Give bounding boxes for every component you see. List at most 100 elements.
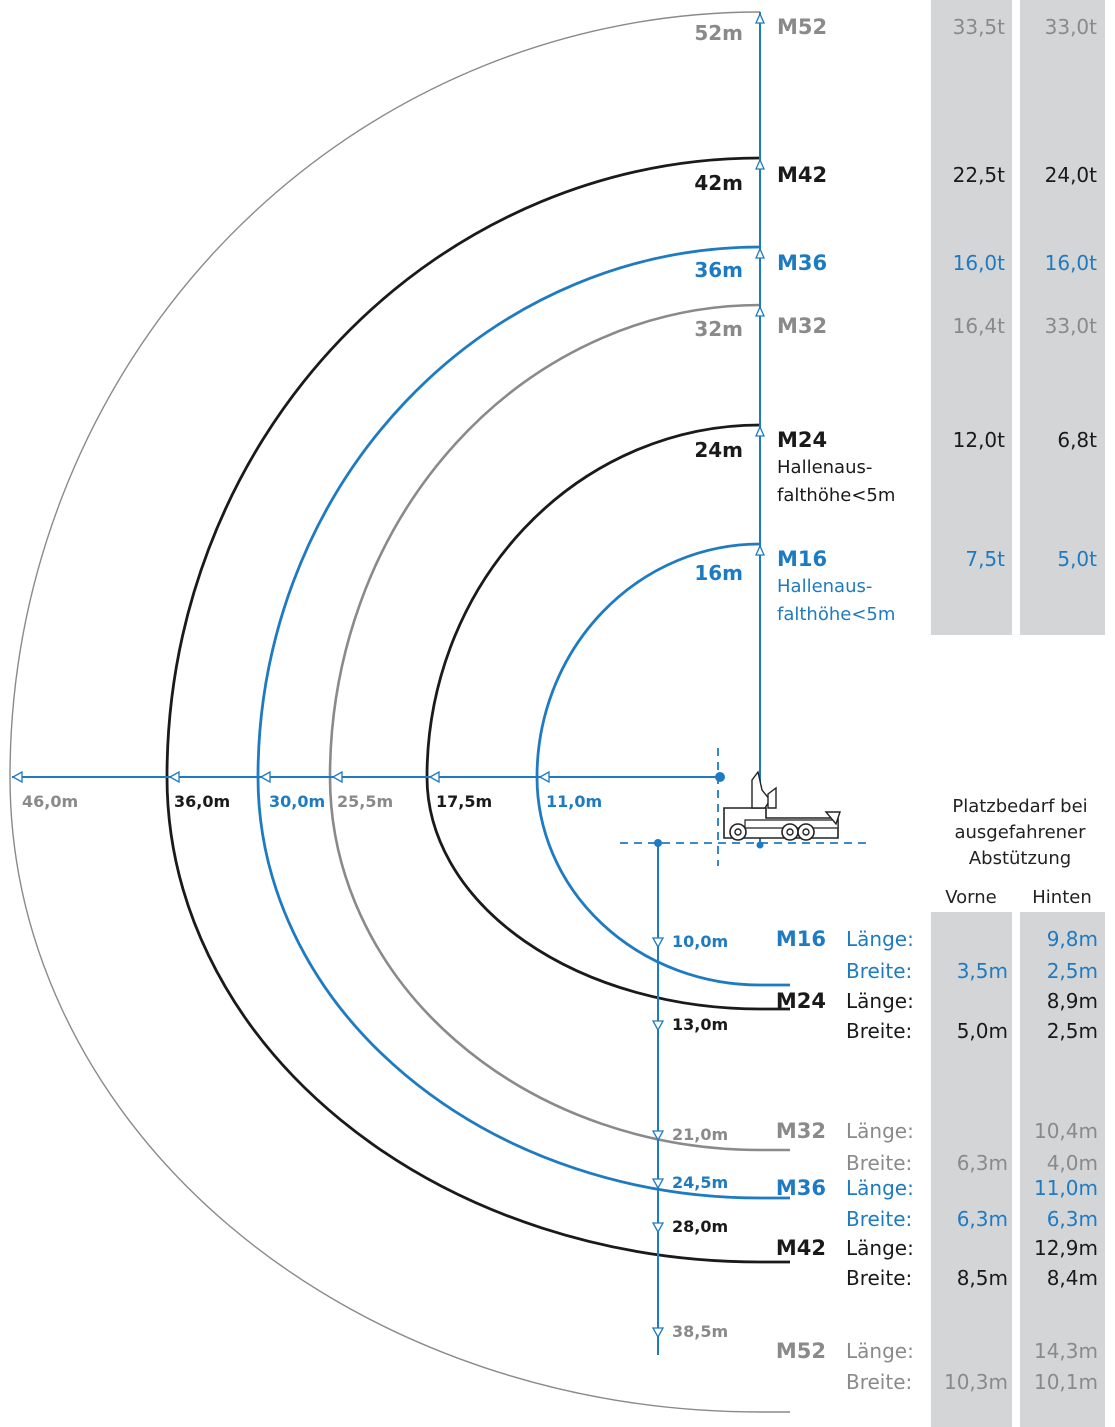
outrigger-width-front-m32: 6,3m bbox=[957, 1151, 1008, 1175]
outrigger-width-label-m16: Breite: bbox=[846, 959, 912, 983]
reach-arrow-m36 bbox=[259, 770, 271, 784]
depth-label-m32: 21,0m bbox=[672, 1125, 728, 1144]
load-panel-back bbox=[1020, 0, 1105, 635]
outrigger-title-1: Platzbedarf bei bbox=[952, 796, 1087, 817]
outrigger-model-m32: M32 bbox=[776, 1119, 826, 1143]
reach-label-m16: 11,0m bbox=[546, 792, 602, 811]
load-front-m42: 22,5t bbox=[953, 163, 1006, 187]
load-table-panels bbox=[931, 0, 1105, 1427]
truck-hub-2 bbox=[786, 828, 794, 836]
load-back-m52: 33,0t bbox=[1045, 15, 1098, 39]
load-front-m36: 16,0t bbox=[953, 251, 1006, 275]
working-range-arcs bbox=[9, 11, 790, 1413]
outrigger-length-back-m36: 11,0m bbox=[1034, 1176, 1098, 1200]
load-front-m52: 33,5t bbox=[953, 15, 1006, 39]
truck-hub-1 bbox=[734, 828, 742, 836]
outrigger-length-label-m42: Länge: bbox=[846, 1236, 914, 1260]
arc-m16 bbox=[535, 542, 790, 987]
reach-arrow-m52 bbox=[11, 770, 23, 784]
outrigger-width-back-m42: 8,4m bbox=[1047, 1266, 1098, 1290]
depth-label-m42: 28,0m bbox=[672, 1217, 728, 1236]
depth-label-m36: 24,5m bbox=[672, 1173, 728, 1192]
outrigger-width-label-m42: Breite: bbox=[846, 1266, 912, 1290]
depth-arrow-m36 bbox=[651, 1178, 665, 1190]
depth-arrow-m52 bbox=[651, 1327, 665, 1339]
diagram-labels: 16m M16 Hallenaus-falthöhe<5m 7,5t 5,0t 11,0m… bbox=[22, 15, 1098, 1394]
column-front-label: Vorne bbox=[945, 887, 997, 908]
height-label-m16: 16m bbox=[694, 561, 743, 585]
outrigger-length-label-m52: Länge: bbox=[846, 1339, 914, 1363]
outrigger-width-back-m32: 4,0m bbox=[1047, 1151, 1098, 1175]
measurement-axes bbox=[11, 12, 870, 1355]
outrigger-length-back-m52: 14,3m bbox=[1034, 1339, 1098, 1363]
height-label-m24: 24m bbox=[694, 438, 743, 462]
outrigger-length-label-m36: Länge: bbox=[846, 1176, 914, 1200]
depth-label-m52: 38,5m bbox=[672, 1322, 728, 1341]
load-back-m16: 5,0t bbox=[1057, 547, 1097, 571]
load-panel-front bbox=[931, 0, 1012, 635]
outrigger-length-back-m24: 8,9m bbox=[1047, 989, 1098, 1013]
reach-arrow-m24 bbox=[428, 770, 440, 784]
depth-arrow-m42 bbox=[651, 1222, 665, 1234]
outrigger-width-back-m36: 6,3m bbox=[1047, 1207, 1098, 1231]
outrigger-length-label-m24: Länge: bbox=[846, 989, 914, 1013]
reach-origin-dot bbox=[715, 772, 725, 782]
outrigger-title-3: Abstützung bbox=[969, 848, 1071, 869]
height-arrow-m24 bbox=[754, 425, 766, 437]
outrigger-width-back-m24: 2,5m bbox=[1047, 1019, 1098, 1043]
load-front-m32: 16,4t bbox=[953, 314, 1006, 338]
outrigger-width-back-m16: 2,5m bbox=[1047, 959, 1098, 983]
model-note-m24-2: falthöhe<5m bbox=[777, 485, 895, 506]
outrigger-width-back-m52: 10,1m bbox=[1034, 1370, 1098, 1394]
load-back-m42: 24,0t bbox=[1045, 163, 1098, 187]
outrigger-length-label-m16: Länge: bbox=[846, 927, 914, 951]
reach-arrow-m32 bbox=[331, 770, 343, 784]
outrigger-length-back-m42: 12,9m bbox=[1034, 1236, 1098, 1260]
outrigger-length-back-m16: 9,8m bbox=[1047, 927, 1098, 951]
model-label-m32: M32 bbox=[777, 314, 827, 338]
outrigger-width-label-m36: Breite: bbox=[846, 1207, 912, 1231]
depth-origin-dot bbox=[654, 839, 662, 847]
truck-center-dot bbox=[756, 841, 764, 849]
model-label-m42: M42 bbox=[777, 163, 827, 187]
load-front-m24: 12,0t bbox=[953, 428, 1006, 452]
reach-arrow-m42 bbox=[168, 770, 180, 784]
height-label-m32: 32m bbox=[694, 317, 743, 341]
outrigger-model-m16: M16 bbox=[776, 927, 826, 951]
reach-label-m52: 46,0m bbox=[22, 792, 78, 811]
model-note-m16-1: Hallenaus- bbox=[777, 576, 872, 597]
height-label-m52: 52m bbox=[694, 21, 743, 45]
height-arrow-m32 bbox=[754, 305, 766, 317]
outrigger-model-m36: M36 bbox=[776, 1176, 826, 1200]
truck-turret bbox=[767, 786, 777, 809]
outrigger-width-front-m16: 3,5m bbox=[957, 959, 1008, 983]
model-note-m16-2: falthöhe<5m bbox=[777, 604, 895, 625]
depth-arrow-m32 bbox=[651, 1130, 665, 1142]
model-label-m24: M24 bbox=[777, 428, 827, 452]
height-arrow-m36 bbox=[754, 247, 766, 259]
model-label-m16: M16 bbox=[777, 547, 827, 571]
arc-m24 bbox=[425, 423, 790, 1011]
outrigger-panel-front bbox=[931, 912, 1012, 1427]
outrigger-width-label-m24: Breite: bbox=[846, 1019, 912, 1043]
truck-rear bbox=[824, 811, 841, 826]
column-back-label: Hinten bbox=[1032, 887, 1091, 908]
model-note-m24-1: Hallenaus- bbox=[777, 457, 872, 478]
outrigger-width-label-m32: Breite: bbox=[846, 1151, 912, 1175]
outrigger-width-label-m52: Breite: bbox=[846, 1370, 912, 1394]
truck-icon bbox=[723, 770, 841, 849]
outrigger-model-m42: M42 bbox=[776, 1236, 826, 1260]
outrigger-model-m52: M52 bbox=[776, 1339, 826, 1363]
outrigger-width-front-m36: 6,3m bbox=[957, 1207, 1008, 1231]
depth-label-m24: 13,0m bbox=[672, 1015, 728, 1034]
outrigger-title-2: ausgefahrener bbox=[954, 822, 1086, 843]
height-label-m42: 42m bbox=[694, 171, 743, 195]
load-back-m24: 6,8t bbox=[1057, 428, 1097, 452]
height-arrow-m42 bbox=[754, 158, 766, 170]
outrigger-panel-back bbox=[1020, 912, 1105, 1427]
arc-m36 bbox=[256, 245, 790, 1200]
outrigger-length-label-m32: Länge: bbox=[846, 1119, 914, 1143]
outrigger-width-front-m42: 8,5m bbox=[957, 1266, 1008, 1290]
load-front-m16: 7,5t bbox=[965, 547, 1005, 571]
